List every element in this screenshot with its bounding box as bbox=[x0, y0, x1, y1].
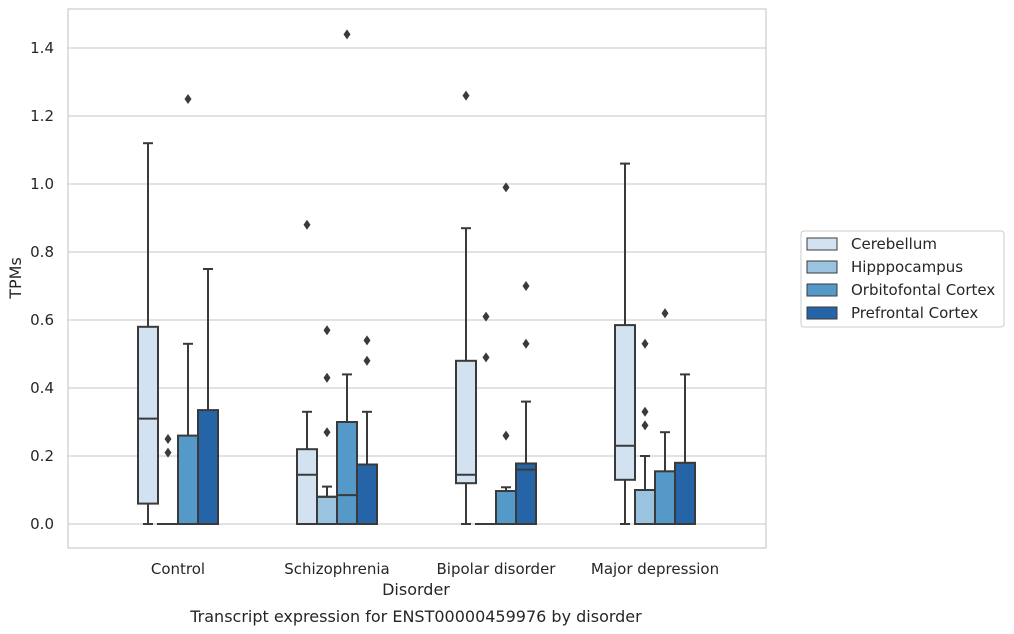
chart-caption: Transcript expression for ENST0000045997… bbox=[189, 607, 642, 626]
x-axis-ticks: Control Schizophrenia Bipolar disorder Majo… bbox=[151, 560, 719, 578]
box-2-4 bbox=[634, 338, 656, 525]
box-body bbox=[455, 359, 477, 485]
box-body bbox=[356, 463, 378, 525]
y-axis-ticks: 0.0 0.2 0.4 0.6 0.8 1.0 1.2 1.4 bbox=[30, 39, 54, 533]
box-4-2 bbox=[356, 335, 378, 525]
plot-area-frame bbox=[67, 8, 767, 549]
box-1-3 bbox=[455, 90, 477, 525]
y-tick-label: 0.0 bbox=[30, 515, 54, 533]
box-body bbox=[336, 421, 358, 525]
box-body bbox=[296, 448, 318, 526]
outlier-point bbox=[184, 94, 192, 104]
box-4-1 bbox=[197, 268, 219, 526]
box-body bbox=[177, 434, 199, 526]
box-1-1 bbox=[137, 142, 159, 525]
y-tick-label: 1.2 bbox=[30, 107, 54, 125]
legend-swatch bbox=[806, 237, 838, 251]
box-3-1 bbox=[177, 94, 199, 526]
box-body bbox=[515, 462, 537, 526]
box-4-3 bbox=[515, 281, 537, 526]
outlier-point bbox=[661, 308, 669, 319]
legend-frame bbox=[800, 230, 1005, 328]
y-tick-label: 0.6 bbox=[30, 311, 54, 329]
box-4-4 bbox=[674, 373, 696, 525]
legend: Cerebellum Hipppocampus Orbitofontal Corte… bbox=[800, 230, 1005, 328]
y-tick-label: 1.0 bbox=[30, 175, 54, 193]
y-axis-title: TPMs bbox=[6, 257, 25, 300]
x-tick-label: Control bbox=[151, 560, 205, 578]
y-tick-label: 0.2 bbox=[30, 447, 54, 465]
outlier-point bbox=[303, 219, 311, 230]
box-body bbox=[316, 495, 338, 525]
legend-swatch bbox=[806, 306, 838, 320]
box-body bbox=[495, 490, 517, 525]
legend-swatch bbox=[806, 283, 838, 297]
legend-swatch bbox=[806, 260, 838, 274]
outlier-point bbox=[323, 372, 331, 383]
outlier-point bbox=[482, 311, 490, 322]
x-tick-label: Schizophrenia bbox=[284, 560, 389, 578]
outlier-point bbox=[641, 338, 649, 349]
legend-label: Prefrontal Cortex bbox=[851, 304, 978, 322]
box-body bbox=[654, 470, 676, 525]
outlier-point bbox=[343, 29, 351, 40]
x-tick-label: Bipolar disorder bbox=[437, 560, 557, 578]
outlier-point bbox=[164, 447, 172, 458]
box-body bbox=[634, 489, 656, 525]
y-tick-label: 0.8 bbox=[30, 243, 54, 261]
y-tick-label: 1.4 bbox=[30, 39, 54, 57]
box-body bbox=[614, 324, 636, 481]
outlier-point bbox=[323, 325, 331, 336]
legend-label: Orbitofontal Cortex bbox=[851, 281, 995, 299]
outlier-point bbox=[522, 281, 530, 291]
box-1-4 bbox=[614, 162, 636, 525]
outlier-point bbox=[502, 182, 510, 193]
x-axis-title: Disorder bbox=[382, 580, 450, 599]
outlier-point bbox=[363, 335, 371, 346]
outlier-point bbox=[641, 420, 649, 431]
y-tick-label: 0.4 bbox=[30, 379, 54, 397]
outlier-point bbox=[462, 90, 470, 101]
box-body bbox=[197, 409, 219, 526]
outlier-point bbox=[323, 427, 331, 438]
outlier-point bbox=[522, 338, 530, 349]
box-body bbox=[674, 461, 696, 525]
box-2-2 bbox=[316, 325, 338, 525]
box-body bbox=[137, 325, 159, 505]
legend-label: Cerebellum bbox=[851, 235, 937, 253]
outlier-point bbox=[363, 355, 371, 366]
outlier-point bbox=[482, 352, 490, 363]
x-tick-label: Major depression bbox=[591, 560, 719, 578]
box-1-2 bbox=[296, 219, 318, 526]
boxes bbox=[137, 29, 696, 526]
outlier-point bbox=[502, 430, 510, 441]
outlier-point bbox=[164, 434, 172, 444]
outlier-point bbox=[641, 406, 649, 417]
legend-label: Hipppocampus bbox=[851, 258, 963, 276]
